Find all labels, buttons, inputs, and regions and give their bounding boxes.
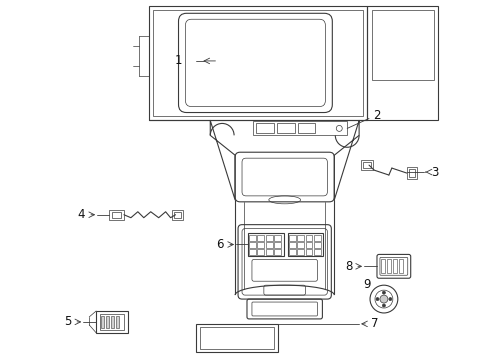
Bar	[407, 167, 416, 179]
Bar	[196, 324, 278, 352]
Text: 8: 8	[345, 260, 353, 273]
Text: 4: 4	[77, 208, 85, 221]
Bar	[289, 242, 295, 248]
Bar	[172, 210, 183, 220]
Bar	[277, 123, 294, 133]
Bar	[249, 235, 256, 240]
Bar	[274, 249, 281, 255]
Bar	[111, 316, 114, 328]
Bar	[306, 249, 313, 255]
Bar	[266, 235, 273, 240]
Bar	[249, 242, 256, 248]
Bar	[173, 212, 181, 218]
Bar	[409, 169, 415, 177]
Bar	[100, 314, 124, 330]
Bar	[297, 242, 304, 248]
Circle shape	[382, 291, 386, 294]
Bar	[153, 10, 363, 117]
Bar	[289, 249, 295, 255]
Bar	[306, 242, 313, 248]
Bar	[249, 249, 256, 255]
Text: 7: 7	[371, 318, 379, 330]
Bar	[367, 6, 439, 121]
Bar	[266, 249, 273, 255]
Text: 9: 9	[363, 278, 371, 291]
Bar	[288, 233, 323, 256]
Circle shape	[382, 304, 386, 307]
Bar	[387, 260, 391, 273]
Bar	[297, 249, 304, 255]
Bar	[257, 242, 264, 248]
Bar	[381, 260, 385, 273]
Circle shape	[389, 298, 392, 301]
Bar	[361, 160, 373, 170]
Bar	[274, 242, 281, 248]
Bar	[363, 162, 371, 168]
Bar	[314, 249, 321, 255]
Bar	[253, 121, 347, 135]
Bar	[200, 327, 274, 349]
Bar	[306, 235, 313, 240]
Circle shape	[380, 295, 388, 303]
Text: 3: 3	[431, 166, 438, 179]
Bar	[372, 10, 434, 80]
Bar	[266, 242, 273, 248]
Bar	[116, 316, 119, 328]
Bar	[96, 311, 128, 333]
Bar	[248, 233, 284, 256]
Bar	[314, 242, 321, 248]
Text: 5: 5	[64, 315, 71, 328]
Bar	[109, 210, 124, 220]
Text: 1: 1	[175, 54, 182, 67]
Bar	[274, 235, 281, 240]
Bar	[399, 260, 403, 273]
Bar	[289, 235, 295, 240]
Bar	[297, 235, 304, 240]
Circle shape	[376, 298, 379, 301]
Bar	[149, 6, 367, 121]
Text: 6: 6	[217, 238, 224, 251]
Bar	[393, 260, 397, 273]
Bar	[256, 123, 274, 133]
Bar	[314, 235, 321, 240]
Bar	[106, 316, 109, 328]
Bar	[101, 316, 104, 328]
Bar	[257, 235, 264, 240]
Bar	[112, 212, 121, 218]
Bar	[297, 123, 316, 133]
Bar	[257, 249, 264, 255]
Text: 2: 2	[373, 109, 381, 122]
